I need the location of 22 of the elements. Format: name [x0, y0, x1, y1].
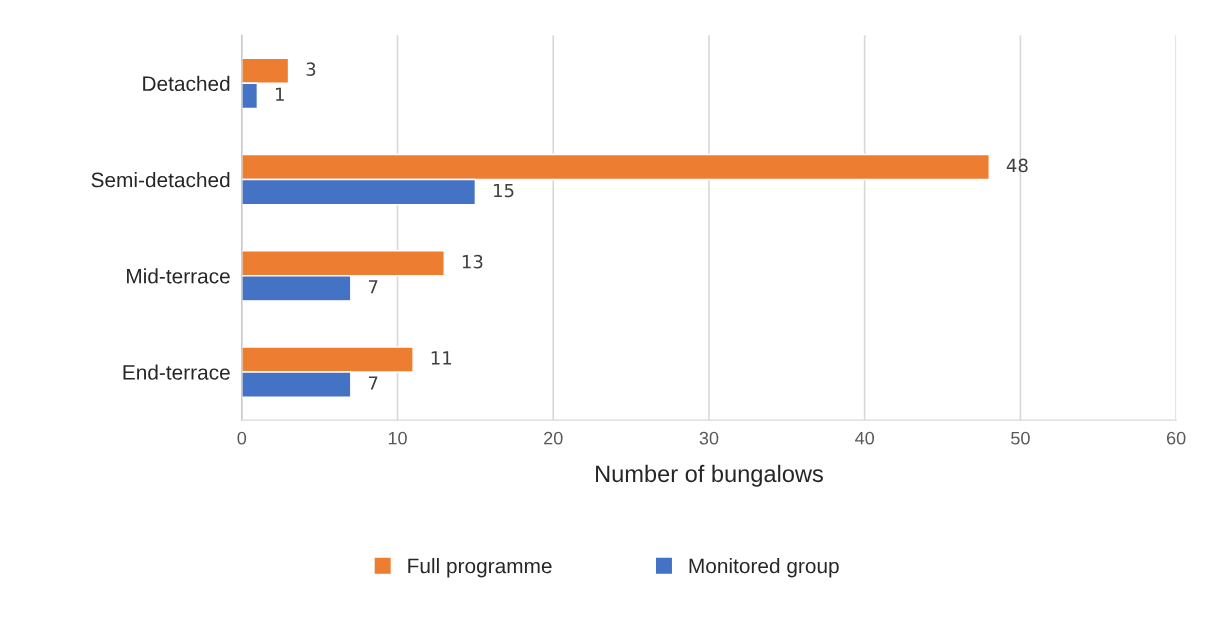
legend-label: Monitored group: [689, 558, 839, 578]
y-tick-label: Detached: [143, 75, 230, 92]
data-label: 15: [494, 183, 514, 198]
y-tick-label: Semi-detached: [91, 172, 230, 188]
data-label: 3: [306, 62, 316, 77]
legend-label: Full programme: [408, 558, 552, 578]
x-tick-label: 50: [1011, 431, 1030, 445]
x-axis-title: Number of bungalows: [596, 464, 823, 487]
x-tick-label: 60: [1167, 431, 1186, 445]
data-label: 13: [462, 254, 483, 269]
data-label: 7: [368, 376, 378, 390]
data-label: 48: [1006, 158, 1028, 173]
x-tick-label: 10: [388, 431, 407, 445]
x-tick-label: 40: [855, 431, 875, 445]
data-label: 11: [431, 351, 452, 365]
x-tick-label: 20: [544, 431, 563, 445]
y-tick-label: Mid-terrace: [127, 268, 230, 284]
x-tick-label: 0: [237, 431, 247, 445]
data-label: 1: [276, 87, 284, 101]
y-tick-label: End-terrace: [123, 364, 230, 380]
x-tick-label: 30: [699, 431, 719, 445]
data-label: 7: [368, 280, 378, 294]
